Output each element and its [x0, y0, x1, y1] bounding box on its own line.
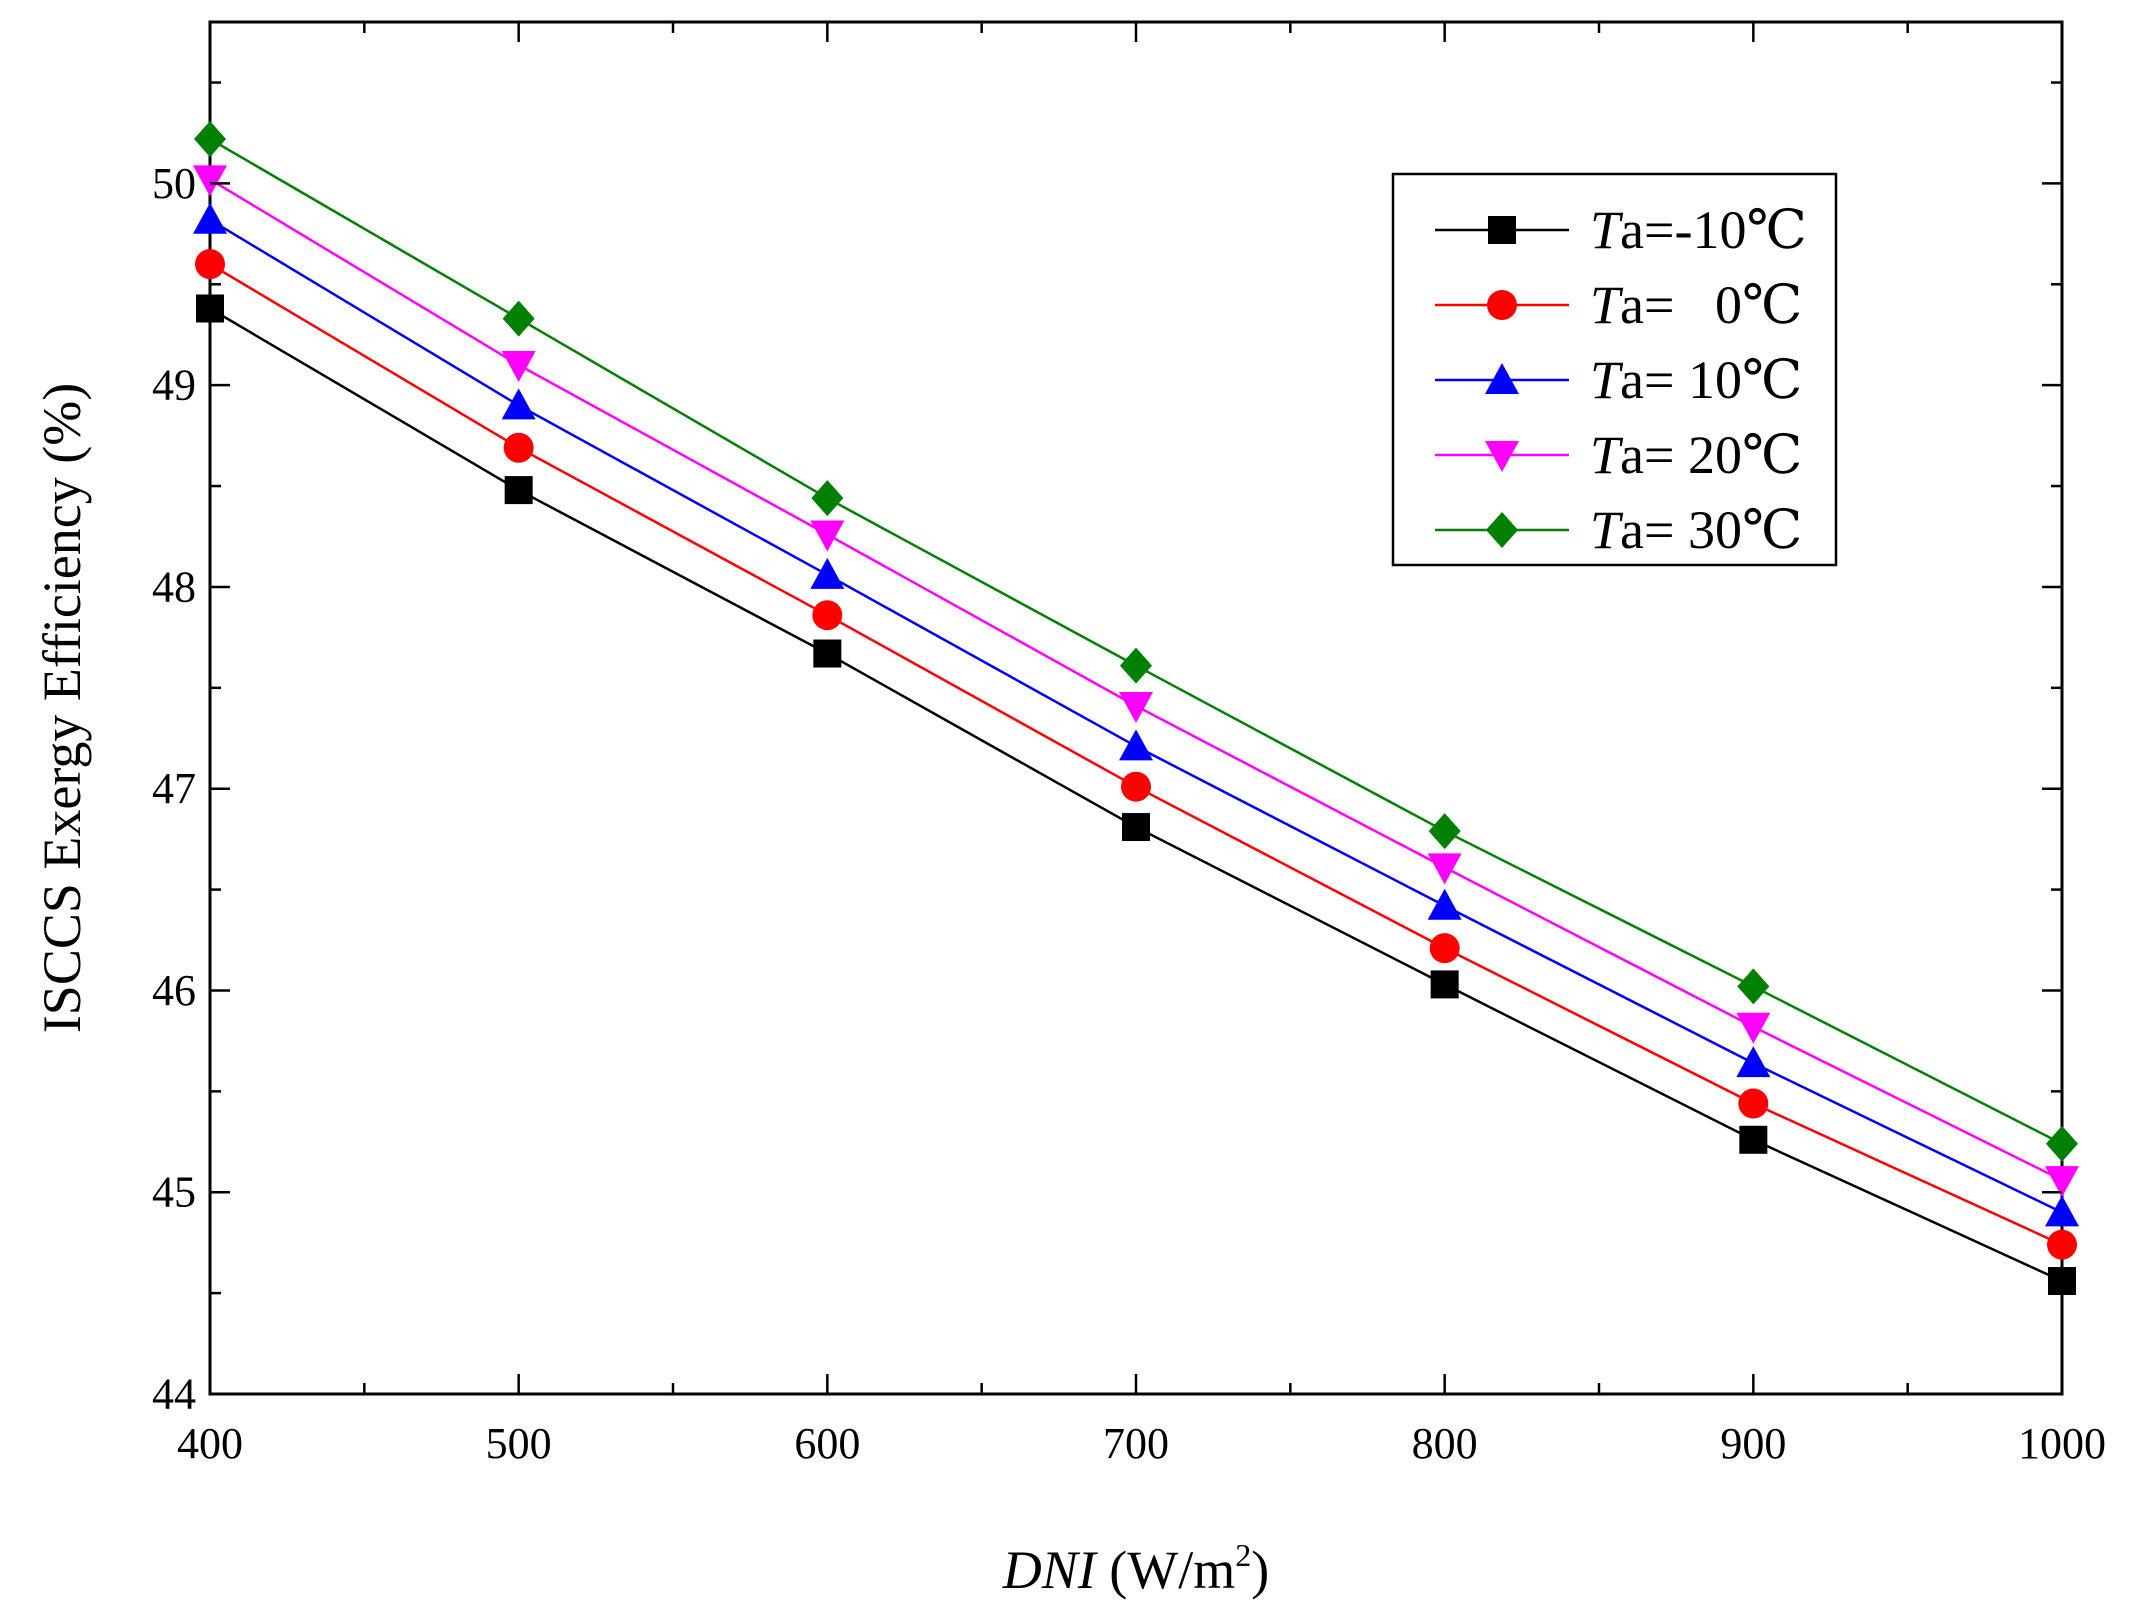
data-point: [1119, 729, 1153, 761]
y-tick-label: 45: [152, 1168, 196, 1217]
series-5: [194, 121, 2078, 1162]
data-point: [1428, 813, 1461, 850]
data-point: [1736, 1012, 1771, 1044]
legend-label: Ta= 30℃: [1590, 500, 1802, 560]
legend-label-variable: T: [1590, 425, 1624, 485]
legend-label: Ta= 20℃: [1590, 425, 1802, 485]
legend-marker: [1488, 216, 1516, 244]
legend-label-value: a= 0℃: [1620, 275, 1802, 335]
y-tick-label: 46: [152, 966, 196, 1015]
data-point: [1122, 813, 1150, 842]
data-point: [504, 476, 533, 505]
legend-item: Ta= 0℃: [1435, 275, 1802, 335]
series-3: [193, 202, 2079, 1227]
data-point: [812, 600, 843, 631]
data-point: [810, 520, 845, 552]
legend-label-value: a= 20℃: [1620, 425, 1802, 485]
data-point: [813, 639, 842, 668]
legend-item: Ta=-10℃: [1435, 200, 1807, 260]
legend-label-variable: T: [1590, 500, 1624, 560]
data-point: [193, 202, 227, 234]
data-point: [196, 294, 224, 323]
legend-item: Ta= 20℃: [1435, 425, 1802, 485]
legend-item: Ta= 30℃: [1435, 500, 1802, 560]
data-point: [1121, 771, 1151, 802]
data-point: [2045, 1195, 2079, 1227]
data-point: [2046, 1125, 2078, 1162]
data-point: [195, 249, 225, 280]
x-axis-title-unit: (W/m: [1096, 1540, 1235, 1600]
data-point: [2048, 1267, 2076, 1296]
legend-label-variable: T: [1590, 275, 1624, 335]
data-point: [194, 121, 226, 158]
y-tick-label: 47: [152, 764, 196, 813]
x-tick-label: 900: [1720, 1419, 1786, 1468]
data-point: [193, 165, 227, 197]
x-tick-label: 800: [1412, 1419, 1478, 1468]
y-tick-label: 44: [152, 1370, 196, 1419]
legend-label-variable: T: [1590, 350, 1624, 410]
series-4: [193, 165, 2079, 1198]
y-tick-label: 49: [152, 361, 196, 410]
x-tick-label: 1000: [2018, 1419, 2106, 1468]
data-point: [1427, 888, 1462, 920]
legend-marker: [1487, 290, 1517, 320]
legend-label-value: a=-10℃: [1620, 200, 1807, 260]
legend-label: Ta=-10℃: [1590, 200, 1807, 260]
series-group: [193, 121, 2079, 1296]
data-point: [1738, 1088, 1769, 1119]
y-tick-label: 50: [152, 159, 196, 208]
data-point: [501, 388, 536, 420]
legend-label-value: a= 10℃: [1620, 350, 1802, 410]
x-tick-label: 400: [177, 1419, 243, 1468]
legend-marker: [1485, 441, 1519, 472]
y-tick-label: 48: [152, 562, 196, 611]
legend-box: [1391, 172, 1838, 567]
data-point: [811, 480, 844, 517]
axes: 400 500 600 700 800 900 1000 44 45 46 47 48 49 50: [152, 22, 2106, 1468]
data-point: [1737, 968, 1770, 1005]
data-point: [1119, 691, 1153, 723]
data-point: [1736, 1046, 1771, 1078]
x-axis-title-superscript: 2: [1235, 1537, 1251, 1573]
x-tick-label: 600: [794, 1419, 860, 1468]
legend-marker: [1485, 363, 1519, 394]
data-point: [502, 300, 535, 337]
data-point: [1429, 933, 1460, 964]
data-point: [1430, 970, 1459, 999]
legend-label: Ta= 10℃: [1590, 350, 1802, 410]
series-1: [196, 294, 2076, 1296]
data-point: [503, 432, 534, 463]
legend: Ta=-10℃Ta= 0℃Ta= 10℃Ta= 20℃Ta= 30℃: [1391, 172, 1838, 567]
x-axis-title: DNI (W/m2): [1002, 1537, 1269, 1600]
legend-label: Ta= 0℃: [1590, 275, 1802, 335]
x-tick-label: 500: [486, 1419, 552, 1468]
data-point: [2045, 1166, 2079, 1198]
data-point: [2047, 1229, 2077, 1260]
legend-label-value: a= 30℃: [1620, 500, 1802, 560]
data-point: [1120, 647, 1152, 684]
data-point: [1427, 853, 1462, 885]
x-axis-title-close: ): [1251, 1540, 1269, 1600]
series-2: [195, 249, 2077, 1260]
data-point: [810, 557, 845, 589]
legend-item: Ta= 10℃: [1435, 350, 1802, 410]
x-axis-title-variable: DNI: [1002, 1540, 1099, 1600]
data-point: [1739, 1125, 1768, 1154]
data-point: [501, 351, 536, 382]
x-tick-label: 700: [1103, 1419, 1169, 1468]
y-axis-title: ISCCS Exergy Efficiency (%): [32, 383, 92, 1033]
legend-marker: [1486, 512, 1518, 548]
legend-label-variable: T: [1590, 200, 1624, 260]
